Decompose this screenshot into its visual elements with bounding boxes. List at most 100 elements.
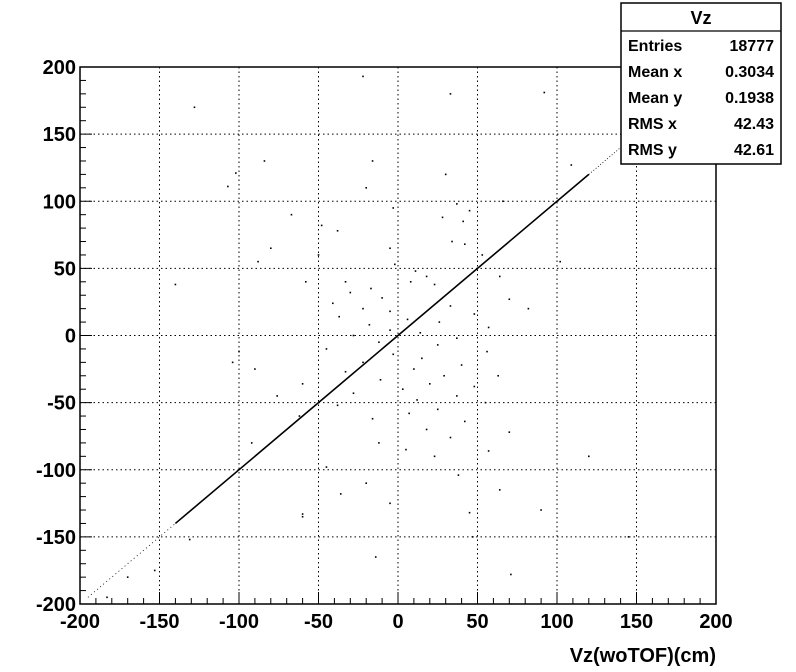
data-point (456, 337, 458, 339)
data-point (462, 220, 464, 223)
stats-row-label: Mean x (628, 64, 682, 81)
data-point (401, 388, 404, 390)
data-point (543, 91, 546, 94)
data-point (362, 307, 364, 310)
data-point (320, 224, 323, 227)
data-point (174, 283, 177, 286)
data-point (463, 420, 466, 423)
x-tick-label: 50 (466, 611, 488, 633)
data-point (451, 240, 453, 243)
data-point (301, 515, 304, 518)
data-point (339, 493, 342, 495)
data-point (508, 298, 511, 301)
data-point (389, 502, 391, 505)
data-point (429, 383, 431, 385)
data-point (449, 305, 452, 307)
y-tick-label: -200 (36, 594, 76, 616)
stats-row-label: Mean y (628, 90, 682, 107)
stats-box-rows: Entries 18777 Mean x 0.3034 Mean y 0.1938 RMS … (628, 38, 774, 159)
data-point (468, 511, 471, 514)
data-point (419, 332, 422, 334)
data-point (389, 247, 391, 250)
data-points (87, 75, 630, 599)
data-point (436, 344, 439, 346)
y-tick-label: 0 (65, 326, 76, 348)
data-point (389, 329, 391, 331)
data-point (413, 368, 415, 370)
data-point (365, 187, 367, 189)
data-point (362, 75, 364, 78)
data-point (270, 247, 272, 250)
data-point (497, 374, 499, 377)
data-point (471, 536, 474, 538)
data-point (527, 307, 530, 310)
data-point (263, 160, 266, 162)
diagonal-sparse-low (87, 523, 176, 598)
data-point (378, 442, 380, 444)
data-point (444, 173, 447, 176)
data-point (425, 275, 428, 278)
data-point (332, 302, 334, 305)
data-point (408, 412, 410, 415)
data-point (627, 536, 630, 538)
data-point (438, 321, 441, 323)
stats-row-value: 42.61 (734, 142, 774, 159)
stats-row-label: Entries (628, 38, 682, 55)
data-point (502, 200, 504, 203)
data-point (370, 287, 372, 290)
data-point (304, 281, 307, 283)
data-point (484, 401, 487, 404)
data-point (416, 399, 418, 401)
data-point (460, 364, 463, 366)
data-point (457, 474, 460, 476)
data-point (336, 229, 339, 232)
data-point (394, 263, 396, 266)
data-point (389, 310, 391, 313)
data-point (276, 395, 278, 397)
stats-row-value: 0.3034 (725, 64, 774, 81)
data-point (290, 213, 293, 216)
y-tick-label: 100 (43, 191, 76, 213)
data-point (473, 385, 476, 388)
data-point (378, 341, 380, 344)
y-tick-label: 150 (43, 124, 76, 146)
data-point (344, 281, 347, 283)
data-point (126, 576, 129, 578)
data-point (238, 350, 240, 353)
x-tick-label: 150 (620, 611, 653, 633)
data-point (379, 379, 382, 381)
data-point (456, 203, 458, 205)
data-point (436, 408, 439, 411)
x-tick-label: 200 (699, 611, 732, 633)
stats-row-value: 42.43 (734, 116, 774, 133)
data-point (486, 350, 488, 353)
data-point (414, 270, 417, 272)
data-point (409, 281, 412, 283)
stats-row-label: RMS y (628, 142, 677, 159)
data-point (425, 428, 428, 431)
data-point (498, 489, 501, 491)
stats-row-value: 0.1938 (725, 90, 774, 107)
x-tick-label: -200 (60, 611, 100, 633)
data-point (325, 348, 328, 350)
data-point (463, 243, 466, 246)
data-point (487, 450, 490, 452)
data-point (371, 417, 374, 420)
data-point (510, 573, 512, 576)
data-point (540, 509, 542, 511)
stats-row-label: RMS x (628, 116, 677, 133)
data-point (433, 283, 436, 286)
y-tick-label: 200 (43, 57, 76, 79)
data-point (352, 334, 355, 337)
data-point (443, 374, 445, 377)
x-tick-label: 0 (392, 611, 403, 633)
y-tick-label: 50 (54, 258, 76, 280)
stats-row-value: 18777 (730, 38, 775, 55)
data-point (487, 326, 490, 329)
x-tick-label: -50 (304, 611, 333, 633)
data-point (344, 370, 347, 373)
data-point (235, 172, 237, 174)
data-point (325, 466, 328, 468)
data-point (352, 392, 355, 395)
data-point (188, 538, 191, 541)
